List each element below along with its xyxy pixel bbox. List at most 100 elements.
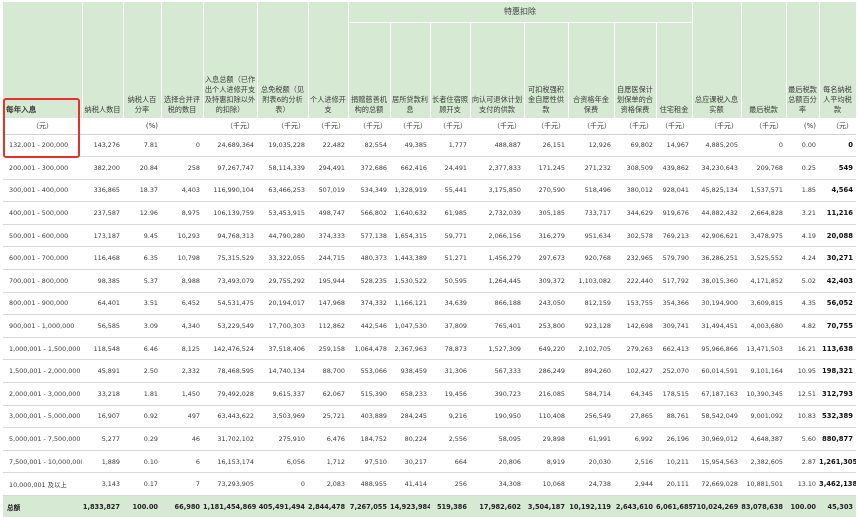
table-cell: 305,185 <box>524 202 568 225</box>
table-cell: 488,887 <box>470 134 524 157</box>
table-cell: 584,714 <box>568 383 614 406</box>
table-cell: 88,700 <box>308 360 348 383</box>
unit-cell: （元） <box>819 118 856 135</box>
table-cell: 0.00 <box>786 134 819 157</box>
table-cell: 142,698 <box>614 315 656 338</box>
unit-cell: （千元） <box>430 118 470 135</box>
col-header-total-income: 入息总额（已作出个人进修开支及特惠扣除以外的扣除） <box>203 2 257 118</box>
table-cell: 497 <box>161 405 203 428</box>
table-cell: 27,865 <box>614 405 656 428</box>
table-cell: 16.21 <box>786 337 819 360</box>
table-cell: 252,070 <box>656 360 692 383</box>
total-cell: 1,181,454,869 <box>203 496 257 517</box>
table-cell: 63,466,253 <box>257 179 308 202</box>
table-cell: 0.92 <box>123 405 161 428</box>
col-header-joint-assessment: 选择合并评税的数目 <box>161 2 203 118</box>
table-cell: 143,276 <box>82 134 123 157</box>
unit-cell: （元） <box>3 118 82 135</box>
table-cell: 312,793 <box>819 383 856 406</box>
table-cell: 147,968 <box>308 292 348 315</box>
total-cell: 519,386 <box>430 496 470 517</box>
table-cell: 271,232 <box>568 157 614 180</box>
row-income-range: 500,001 - 600,000 <box>3 224 82 247</box>
table-cell: 62,067 <box>308 383 348 406</box>
table-cell: 20,111 <box>656 473 692 496</box>
table-cell: 507,019 <box>308 179 348 202</box>
table-cell: 14,740,134 <box>257 360 308 383</box>
table-cell: 24,491 <box>430 157 470 180</box>
table-cell: 316,279 <box>524 224 568 247</box>
table-cell: 390,723 <box>470 383 524 406</box>
unit-cell: （千元） <box>568 118 614 135</box>
row-income-range: 2,000,001 - 3,000,000 <box>3 383 82 406</box>
table-cell: 13.10 <box>786 473 819 496</box>
table-cell: 59,771 <box>430 224 470 247</box>
table-cell: 64,345 <box>614 383 656 406</box>
table-cell: 2.50 <box>123 360 161 383</box>
table-cell: 36,286,251 <box>692 247 741 270</box>
table-cell: 14,967 <box>656 134 692 157</box>
table-cell: 88,761 <box>656 405 692 428</box>
table-cell: 97,267,747 <box>203 157 257 180</box>
table-cell: 488,955 <box>348 473 390 496</box>
row-income-range: 200,001 - 300,000 <box>3 157 82 180</box>
table-cell: 16,153,174 <box>203 450 257 473</box>
table-cell: 30,194,900 <box>692 292 741 315</box>
table-cell: 70,755 <box>819 315 856 338</box>
table-cell: 61,985 <box>430 202 470 225</box>
table-cell: 769,213 <box>656 224 692 247</box>
table-cell: 37,518,406 <box>257 337 308 360</box>
table-cell: 9.45 <box>123 224 161 247</box>
table-cell: 7.81 <box>123 134 161 157</box>
table-cell: 30,271 <box>819 247 856 270</box>
table-cell: 951,634 <box>568 224 614 247</box>
unit-cell: （千元） <box>614 118 656 135</box>
table-cell: 56,052 <box>819 292 856 315</box>
table-cell: 58,542,049 <box>692 405 741 428</box>
table-header: 每年入息 纳税人数目 纳税人百分率 选择合并评税的数目 入息总额（已作出个人进修… <box>3 2 856 118</box>
table-cell: 78,873 <box>430 337 470 360</box>
table-cell: 64,401 <box>82 292 123 315</box>
table-cell: 1,264,445 <box>470 270 524 293</box>
table-cell: 2,732,039 <box>470 202 524 225</box>
table-cell: 2,664,828 <box>741 202 786 225</box>
table-cell: 97,510 <box>348 450 390 473</box>
table-cell: 2,382,605 <box>741 450 786 473</box>
table-cell: 22,482 <box>308 134 348 157</box>
table-cell: 1,777 <box>430 134 470 157</box>
total-cell: 10,192,119 <box>568 496 614 517</box>
table-cell: 4.82 <box>786 315 819 338</box>
col-header-elderly-care: 长者住宿照顾开支 <box>430 23 470 118</box>
table-cell: 380,012 <box>614 179 656 202</box>
table-cell: 297,673 <box>524 247 568 270</box>
table-cell: 919,676 <box>656 202 692 225</box>
table-cell: 6 <box>161 450 203 473</box>
table-cell: 75,315,529 <box>203 247 257 270</box>
table-cell: 216,085 <box>524 383 568 406</box>
total-cell: 1,833,827 <box>82 496 123 517</box>
table-cell: 354,366 <box>656 292 692 315</box>
table-cell: 284,245 <box>390 405 430 428</box>
unit-cell: （千元） <box>524 118 568 135</box>
table-cell: 662,413 <box>656 337 692 360</box>
table-cell: 11,216 <box>819 202 856 225</box>
table-cell: 0 <box>741 134 786 157</box>
unit-cell: (%) <box>123 118 161 135</box>
table-cell: 442,546 <box>348 315 390 338</box>
table-cell: 38,015,360 <box>692 270 741 293</box>
table-cell: 2,332 <box>161 360 203 383</box>
total-cell: 405,491,494 <box>257 496 308 517</box>
table-cell: 0.17 <box>123 473 161 496</box>
unit-cell: （千元） <box>390 118 430 135</box>
table-cell: 567,333 <box>470 360 524 383</box>
table-cell: 374,332 <box>348 292 390 315</box>
table-cell: 812,159 <box>568 292 614 315</box>
table-cell: 1.81 <box>123 383 161 406</box>
